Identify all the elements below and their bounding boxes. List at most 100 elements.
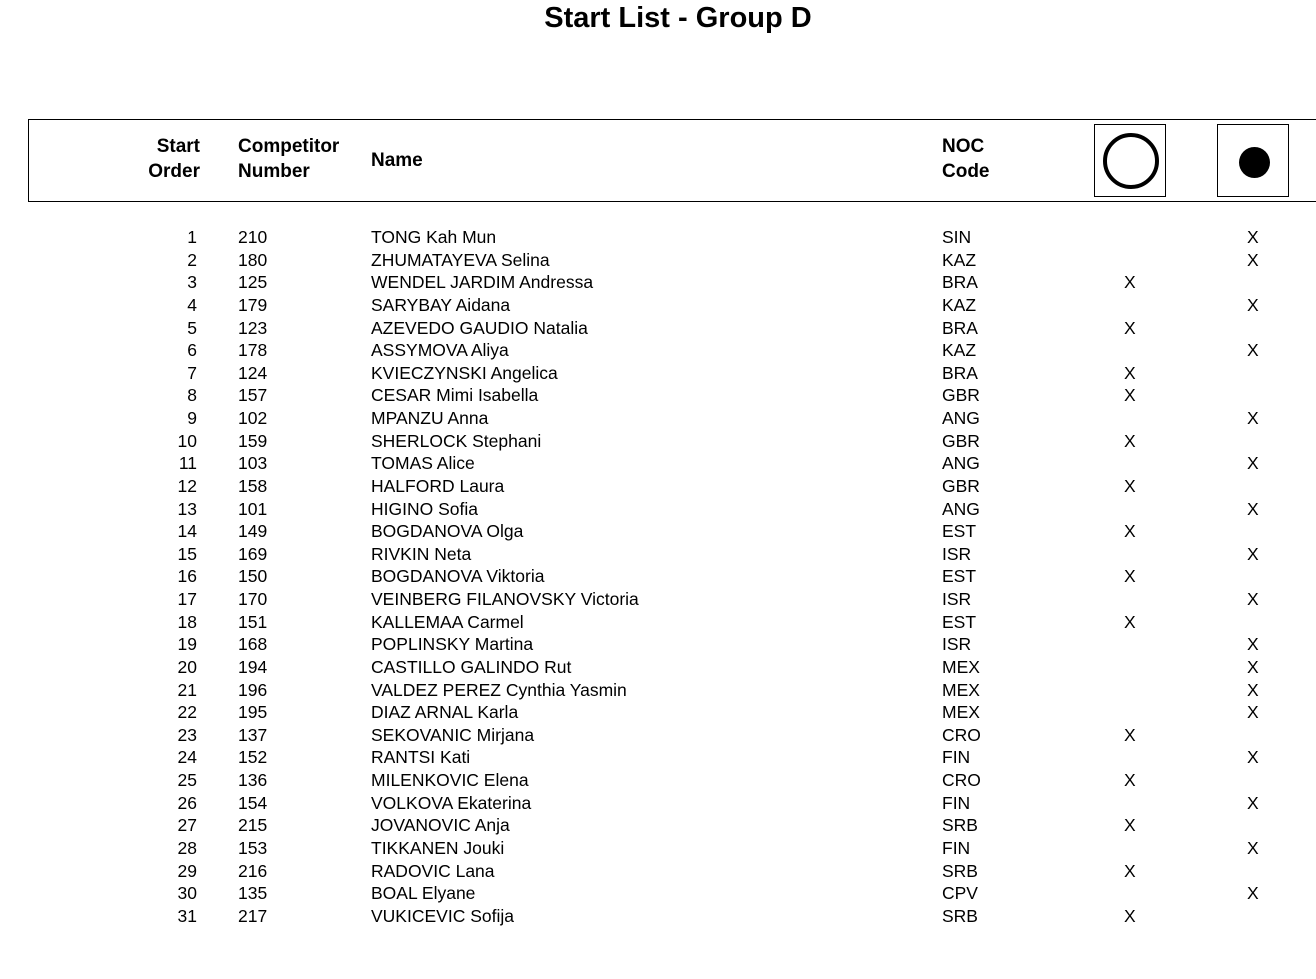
table-row: 25 136 MILENKOVIC Elena CRO X xyxy=(0,769,1316,791)
noc-code: CPV xyxy=(942,883,978,904)
table-row: 21 196 VALDEZ PEREZ Cynthia Yasmin MEX X xyxy=(0,679,1316,701)
noc-code: KAZ xyxy=(942,340,977,361)
competitor-name: VUKICEVIC Sofija xyxy=(371,905,514,926)
header-start-order-line2: Order xyxy=(148,161,200,182)
open-circle-mark: X xyxy=(1124,385,1136,406)
competitor-number: 215 xyxy=(238,815,268,836)
start-order: 22 xyxy=(177,702,197,723)
table-row: 11 103 TOMAS Alice ANG X xyxy=(0,452,1316,474)
filled-circle-mark: X xyxy=(1247,589,1259,610)
competitor-number: 179 xyxy=(238,294,268,315)
filled-circle-mark: X xyxy=(1247,294,1259,315)
competitor-name: CESAR Mimi Isabella xyxy=(371,385,539,406)
competitor-name: RANTSI Kati xyxy=(371,747,471,768)
open-circle-mark: X xyxy=(1124,566,1136,587)
noc-code: CRO xyxy=(942,770,981,791)
start-order: 27 xyxy=(177,815,197,836)
start-order: 21 xyxy=(177,679,197,700)
competitor-number: 169 xyxy=(238,543,268,564)
header-start-order-line1: Start xyxy=(156,136,200,157)
competitor-name: BOGDANOVA Olga xyxy=(371,521,524,542)
table-row: 31 217 VUKICEVIC Sofija SRB X xyxy=(0,905,1316,927)
start-order: 23 xyxy=(177,724,197,745)
competitor-name: ASSYMOVA Aliya xyxy=(371,340,509,361)
competitor-number: 168 xyxy=(238,634,268,655)
filled-circle-mark: X xyxy=(1247,656,1259,677)
filled-circle-icon xyxy=(1239,147,1270,178)
noc-code: MEX xyxy=(942,656,980,677)
noc-code: SRB xyxy=(942,860,978,881)
open-circle-mark: X xyxy=(1124,611,1136,632)
header-name: Name xyxy=(371,150,423,171)
table-row: 22 195 DIAZ ARNAL Karla MEX X xyxy=(0,701,1316,723)
start-order: 15 xyxy=(177,543,197,564)
start-order: 25 xyxy=(177,770,197,791)
start-order: 17 xyxy=(177,589,197,610)
noc-code: ANG xyxy=(942,453,980,474)
open-circle-mark: X xyxy=(1124,860,1136,881)
noc-code: EST xyxy=(942,611,977,632)
noc-code: FIN xyxy=(942,747,971,768)
filled-circle-mark: X xyxy=(1247,408,1259,429)
table-row: 2 180 ZHUMATAYEVA Selina KAZ X xyxy=(0,249,1316,271)
start-order: 13 xyxy=(177,498,197,519)
start-order: 28 xyxy=(177,838,197,858)
noc-code: MEX xyxy=(942,679,980,700)
table-row: 29 216 RADOVIC Lana SRB X xyxy=(0,860,1316,882)
filled-circle-mark: X xyxy=(1247,838,1259,858)
start-order: 20 xyxy=(177,656,197,677)
competitor-name: KALLEMAA Carmel xyxy=(371,611,524,632)
competitor-name: POPLINSKY Martina xyxy=(371,634,534,655)
open-circle-box xyxy=(1094,124,1166,197)
start-order: 7 xyxy=(187,362,197,383)
noc-code: BRA xyxy=(942,362,978,383)
competitor-number: 210 xyxy=(238,227,268,247)
noc-code: EST xyxy=(942,566,977,587)
competitor-name: VEINBERG FILANOVSKY Victoria xyxy=(371,589,639,610)
competitor-number: 180 xyxy=(238,249,268,270)
header-noc-code: NOC Code xyxy=(942,134,990,184)
open-circle-mark: X xyxy=(1124,362,1136,383)
table-row: 15 169 RIVKIN Neta ISR X xyxy=(0,543,1316,565)
noc-code: ISR xyxy=(942,634,972,655)
competitor-number: 151 xyxy=(238,611,268,632)
start-order: 18 xyxy=(177,611,197,632)
table-row: 20 194 CASTILLO GALINDO Rut MEX X xyxy=(0,656,1316,678)
noc-code: EST xyxy=(942,521,977,542)
noc-code: SIN xyxy=(942,227,972,247)
table-row: 8 157 CESAR Mimi Isabella GBR X xyxy=(0,384,1316,406)
page-title: Start List - Group D xyxy=(544,2,812,34)
table-row: 3 125 WENDEL JARDIM Andressa BRA X xyxy=(0,271,1316,293)
competitor-name: TOMAS Alice xyxy=(371,453,475,474)
competitor-name: MPANZU Anna xyxy=(371,408,489,429)
competitor-number: 103 xyxy=(238,453,268,474)
open-circle-mark: X xyxy=(1124,475,1136,496)
noc-code: KAZ xyxy=(942,249,977,270)
table-row: 5 123 AZEVEDO GAUDIO Natalia BRA X xyxy=(0,317,1316,339)
table-row: 13 101 HIGINO Sofia ANG X xyxy=(0,498,1316,520)
noc-code: MEX xyxy=(942,702,980,723)
competitor-number: 152 xyxy=(238,747,268,768)
competitor-name: SARYBAY Aidana xyxy=(371,294,511,315)
filled-circle-mark: X xyxy=(1247,702,1259,723)
start-order: 26 xyxy=(177,792,197,813)
competitor-number: 153 xyxy=(238,838,268,858)
noc-code: SRB xyxy=(942,815,978,836)
table-row: 6 178 ASSYMOVA Aliya KAZ X xyxy=(0,339,1316,361)
competitor-name: SEKOVANIC Mirjana xyxy=(371,724,535,745)
noc-code: SRB xyxy=(942,905,978,926)
noc-code: FIN xyxy=(942,792,971,813)
table-row: 16 150 BOGDANOVA Viktoria EST X xyxy=(0,565,1316,587)
competitor-name: HALFORD Laura xyxy=(371,475,505,496)
filled-circle-mark: X xyxy=(1247,747,1259,768)
header-noc-line1: NOC xyxy=(942,136,985,157)
noc-code: BRA xyxy=(942,317,978,338)
competitor-name: RIVKIN Neta xyxy=(371,543,472,564)
competitor-number: 159 xyxy=(238,430,268,451)
header-competitor-number-line1: Competitor xyxy=(238,136,340,157)
noc-code: CRO xyxy=(942,724,981,745)
filled-circle-mark: X xyxy=(1247,340,1259,361)
competitor-number: 157 xyxy=(238,385,268,406)
start-order: 10 xyxy=(177,430,197,451)
table-row: 10 159 SHERLOCK Stephani GBR X xyxy=(0,430,1316,452)
